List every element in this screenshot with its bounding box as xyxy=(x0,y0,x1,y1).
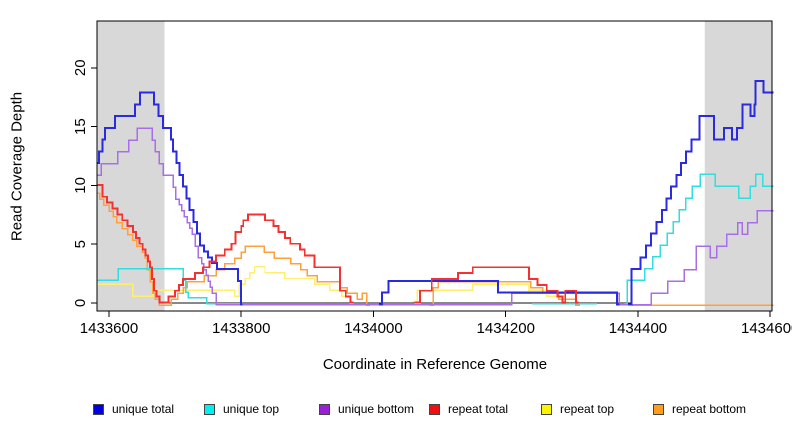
right-repeat-region xyxy=(704,21,773,311)
legend-item-repeat-bottom: repeat bottom xyxy=(653,401,746,417)
legend-label: unique total xyxy=(112,402,175,416)
x-tick-label: 1433600 xyxy=(80,320,138,337)
x-axis-title: Coordinate in Reference Genome xyxy=(322,356,548,373)
legend-swatch-icon xyxy=(429,403,440,415)
legend-label: repeat top xyxy=(560,402,615,416)
series-unique-top xyxy=(97,267,243,305)
y-tick-label: 0 xyxy=(72,299,89,307)
y-axis-title: Read Coverage Depth xyxy=(8,91,26,242)
legend-label: unique bottom xyxy=(338,402,415,416)
legend-swatch-icon xyxy=(204,403,215,415)
x-tick-label: 1434200 xyxy=(477,320,535,337)
legend-swatch-icon xyxy=(541,403,552,415)
series-repeat-total xyxy=(414,266,579,304)
left-repeat-region xyxy=(97,21,165,311)
series-lines xyxy=(97,79,774,306)
plot-border xyxy=(96,20,773,312)
y-tick-label: 20 xyxy=(72,59,89,76)
legend-item-repeat-total: repeat total xyxy=(429,401,508,417)
series-unique-total xyxy=(97,91,243,306)
series-repeat-bottom xyxy=(97,192,371,306)
legend-swatch-icon xyxy=(653,403,664,415)
series-unique-total xyxy=(628,79,774,306)
series-repeat-top xyxy=(97,266,354,303)
legend: unique total unique top unique bottom repea… xyxy=(0,401,792,421)
x-tick-label: 1433800 xyxy=(212,320,270,337)
legend-item-unique-bottom: unique bottom xyxy=(319,401,414,417)
x-tick-label: 1434400 xyxy=(609,320,667,337)
y-tick-label: 5 xyxy=(72,240,89,248)
legend-swatch-icon xyxy=(319,403,330,415)
plot-canvas: 1433600 1433800 1434000 1434200 1434400 14346… xyxy=(72,20,792,337)
x-tick-label: 1434000 xyxy=(344,320,402,337)
legend-swatch-icon xyxy=(93,403,104,415)
series-repeat-total xyxy=(97,183,354,304)
legend-label: repeat total xyxy=(448,402,509,416)
legend-label: repeat bottom xyxy=(672,402,747,416)
legend-item-repeat-top: repeat top xyxy=(541,401,614,417)
legend-item-unique-top: unique top xyxy=(204,401,279,417)
legend-item-unique-total: unique total xyxy=(93,401,174,417)
legend-label: unique top xyxy=(223,402,280,416)
series-repeat-bottom xyxy=(429,280,580,306)
y-tick-label: 15 xyxy=(72,118,89,135)
y-tick-label: 10 xyxy=(72,177,89,194)
series-unique-top xyxy=(624,173,774,305)
series-unique-total xyxy=(378,279,620,306)
